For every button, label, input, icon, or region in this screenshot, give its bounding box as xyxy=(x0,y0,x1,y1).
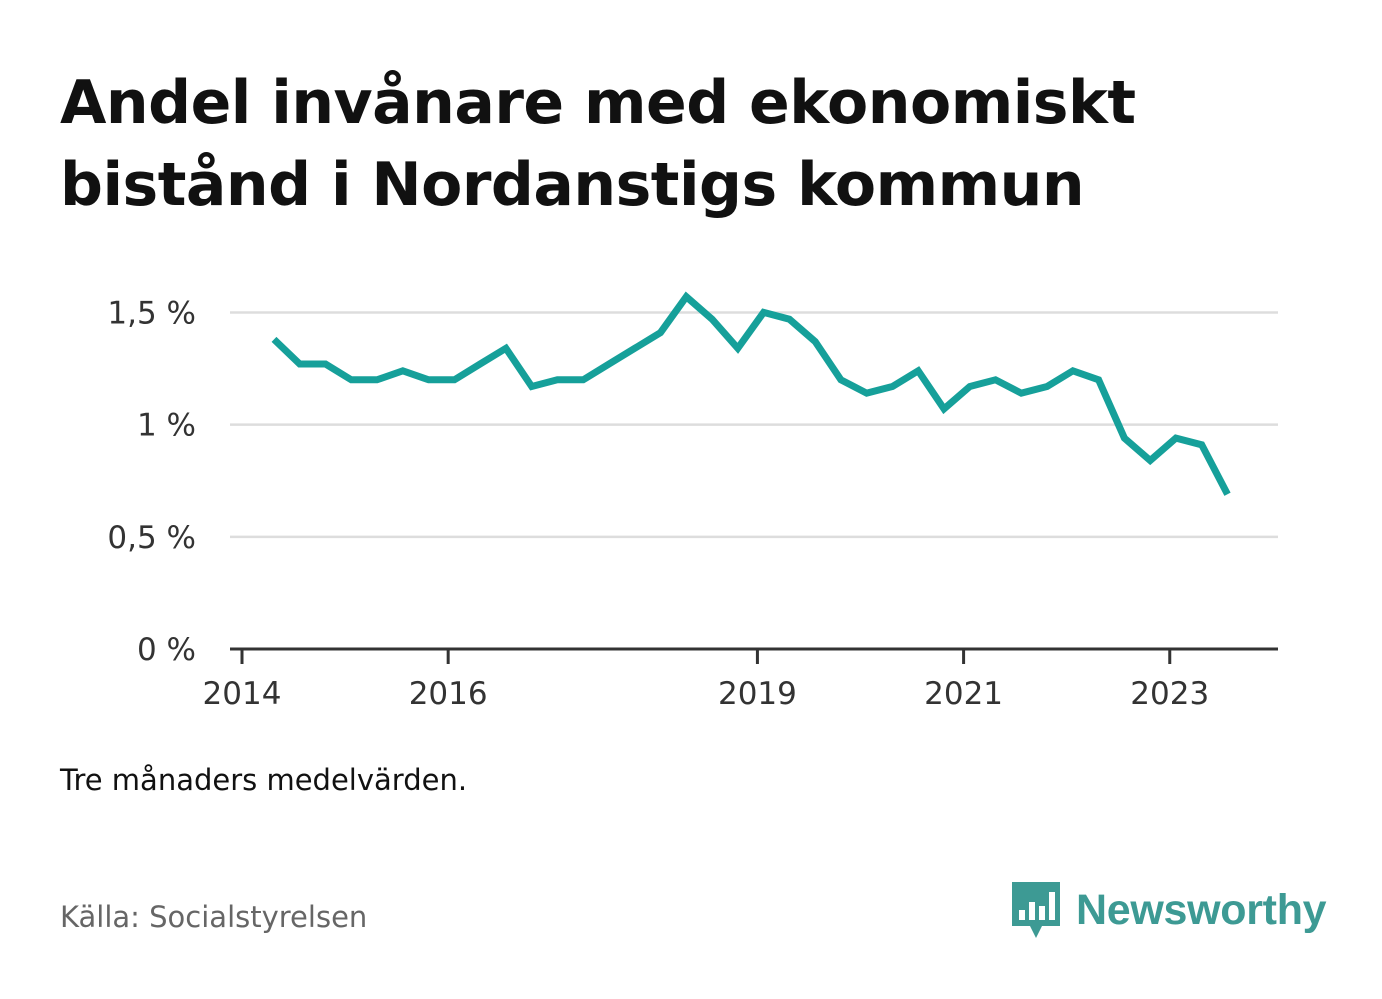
x-tick-label: 2023 xyxy=(1130,676,1209,712)
y-tick-label: 0 % xyxy=(137,632,196,668)
newsworthy-chart-bubble-icon xyxy=(1012,882,1060,938)
chart-note: Tre månaders medelvärden. xyxy=(60,763,468,797)
y-tick-label: 1 % xyxy=(137,408,196,444)
y-tick-label: 1,5 % xyxy=(107,295,196,331)
series-lines xyxy=(271,291,1231,496)
x-tick-label: 2021 xyxy=(924,676,1003,712)
x-axis-labels: 2014 2016 2019 2021 2023 xyxy=(203,676,1210,712)
gridlines xyxy=(230,311,1278,539)
brand-name: Newsworthy xyxy=(1076,885,1327,934)
x-axis-ticks xyxy=(240,649,1172,664)
series-line xyxy=(271,291,1231,496)
source-text: Källa: Socialstyrelsen xyxy=(60,900,368,934)
x-tick-label: 2019 xyxy=(718,676,797,712)
x-tick-label: 2016 xyxy=(409,676,488,712)
x-tick-label: 2014 xyxy=(203,676,282,712)
y-tick-label: 0,5 % xyxy=(107,520,196,556)
line-chart: 0 % 0,5 % 1 % 1,5 % 2014 2016 2019 2021 2023 xyxy=(107,291,1278,712)
newsworthy-logo: Newsworthy xyxy=(1010,878,1327,942)
chart-title: Andel invånare med ekonomiskt bistånd i … xyxy=(60,68,1136,220)
y-axis-labels: 0 % 0,5 % 1 % 1,5 % xyxy=(107,295,196,668)
